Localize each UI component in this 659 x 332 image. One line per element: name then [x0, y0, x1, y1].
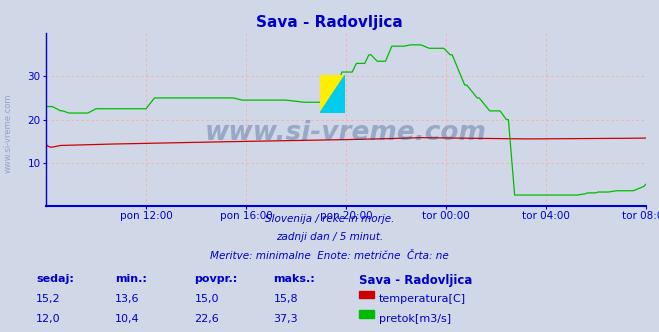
Text: www.si-vreme.com: www.si-vreme.com [3, 93, 13, 173]
Text: 15,2: 15,2 [36, 294, 61, 304]
Text: Sava - Radovljica: Sava - Radovljica [359, 274, 473, 287]
Text: povpr.:: povpr.: [194, 274, 238, 284]
Text: 37,3: 37,3 [273, 314, 298, 324]
Text: www.si-vreme.com: www.si-vreme.com [205, 120, 487, 146]
Text: sedaj:: sedaj: [36, 274, 74, 284]
Text: temperatura[C]: temperatura[C] [379, 294, 466, 304]
Text: min.:: min.: [115, 274, 147, 284]
Text: Sava - Radovljica: Sava - Radovljica [256, 15, 403, 30]
Text: 10,4: 10,4 [115, 314, 140, 324]
Text: 15,0: 15,0 [194, 294, 219, 304]
Text: maks.:: maks.: [273, 274, 315, 284]
Text: pretok[m3/s]: pretok[m3/s] [379, 314, 451, 324]
Text: 15,8: 15,8 [273, 294, 298, 304]
Text: Meritve: minimalne  Enote: metrične  Črta: ne: Meritve: minimalne Enote: metrične Črta:… [210, 251, 449, 261]
Text: Slovenija / reke in morje.: Slovenija / reke in morje. [265, 214, 394, 224]
Text: zadnji dan / 5 minut.: zadnji dan / 5 minut. [276, 232, 383, 242]
Text: 12,0: 12,0 [36, 314, 61, 324]
Text: 13,6: 13,6 [115, 294, 140, 304]
Text: 22,6: 22,6 [194, 314, 219, 324]
